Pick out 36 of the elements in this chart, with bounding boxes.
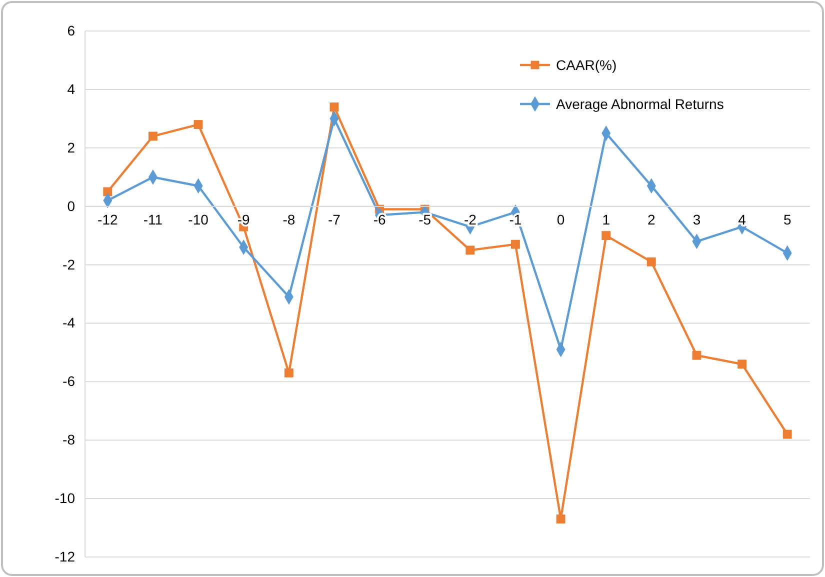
x-tick-label: 2 [648,211,656,228]
legend-label: CAAR(%) [556,56,617,73]
point [692,350,702,360]
point [602,231,611,240]
point [646,257,656,266]
y-tick-label: 4 [67,80,76,97]
x-tick-label: 0 [556,211,565,228]
y-tick-label: 2 [67,139,76,156]
x-tick-label: -12 [98,211,118,228]
point [510,240,520,249]
point [148,132,158,141]
x-tick-label: -7 [328,211,341,228]
y-tick-label: 6 [67,22,76,38]
x-tick-label: 3 [692,211,701,228]
x-tick-label: -8 [282,211,296,228]
y-tick-label: -6 [62,373,76,390]
x-tick-label: 1 [602,211,610,228]
y-tick-label: -8 [62,432,76,448]
point [284,368,294,378]
legend-label: Average Abnormal Returns [556,96,724,112]
x-tick-label: -10 [188,211,209,228]
x-tick-label: -2 [464,211,477,228]
x-tick-label: -11 [143,211,163,228]
point [556,514,566,524]
y-tick-label: -12 [54,548,76,564]
x-tick-label: 5 [783,211,792,228]
point [194,120,203,129]
point [330,102,339,112]
point [738,360,747,369]
y-tick-label: -2 [62,256,76,272]
point [466,246,475,255]
point [782,430,792,439]
y-tick-label: -10 [54,490,76,506]
y-tick-label: 0 [67,198,76,214]
x-tick-label: -5 [418,211,432,228]
y-tick-label: -4 [62,314,76,331]
